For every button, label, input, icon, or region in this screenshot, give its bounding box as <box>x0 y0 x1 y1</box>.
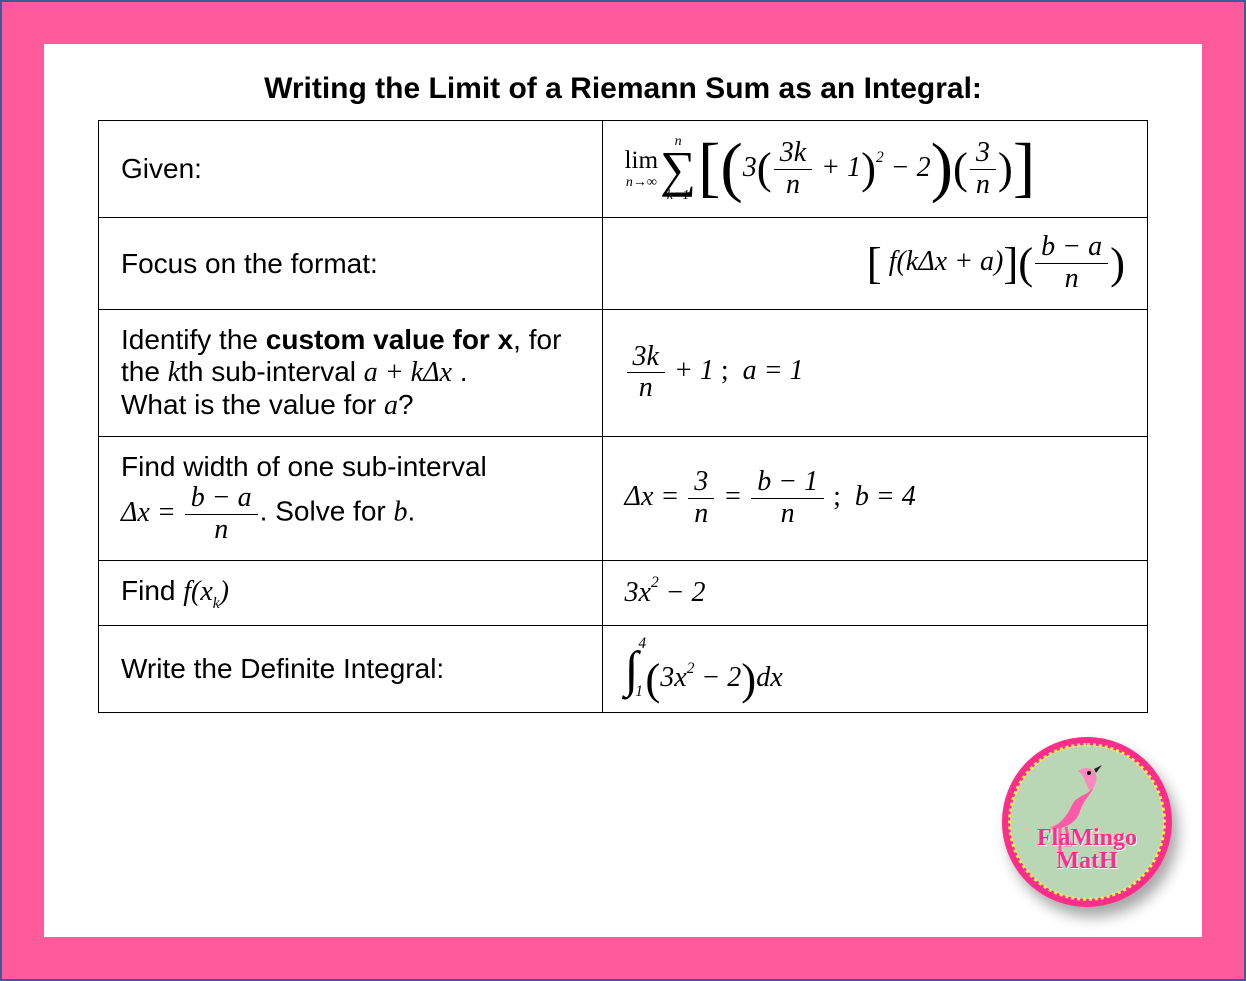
table-row: Given:limn→∞n∑k=1[(3(3kn + 1)2 − 2)(3n)] <box>99 121 1148 218</box>
logo-line2: MatH <box>1056 848 1117 874</box>
steps-table: Given:limn→∞n∑k=1[(3(3kn + 1)2 − 2)(3n)]… <box>98 120 1148 713</box>
step-math: 3x2 − 2 <box>602 560 1147 626</box>
step-label: Write the Definite Integral: <box>99 626 603 713</box>
logo-text: FlaMingo MatH <box>1002 827 1172 873</box>
step-label: Given: <box>99 121 603 218</box>
flamingo-math-logo: FlaMingo MatH <box>1002 737 1172 907</box>
step-math: Δx = 3n = b − 1n ; b = 4 <box>602 436 1147 560</box>
table-row: Focus on the format:[ f(kΔx + a)](b − an… <box>99 218 1148 310</box>
step-label: Identify the custom value for x, for the… <box>99 309 603 436</box>
page-title: Writing the Limit of a Riemann Sum as an… <box>98 72 1148 106</box>
step-math: limn→∞n∑k=1[(3(3kn + 1)2 − 2)(3n)] <box>602 121 1147 218</box>
step-label: Find f(xk) <box>99 560 603 626</box>
table-row: Find width of one sub-intervalΔx = b − a… <box>99 436 1148 560</box>
table-row: Write the Definite Integral:∫41 (3x2 − 2… <box>99 626 1148 713</box>
step-label: Find width of one sub-intervalΔx = b − a… <box>99 436 603 560</box>
pink-frame: Writing the Limit of a Riemann Sum as an… <box>0 0 1246 981</box>
step-label: Focus on the format: <box>99 218 603 310</box>
step-math: 3kn + 1 ; a = 1 <box>602 309 1147 436</box>
table-row: Identify the custom value for x, for the… <box>99 309 1148 436</box>
step-math: [ f(kΔx + a)](b − an) <box>602 218 1147 310</box>
content-panel: Writing the Limit of a Riemann Sum as an… <box>44 44 1202 937</box>
steps-tbody: Given:limn→∞n∑k=1[(3(3kn + 1)2 − 2)(3n)]… <box>99 121 1148 713</box>
step-math: ∫41 (3x2 − 2)dx <box>602 626 1147 713</box>
table-row: Find f(xk)3x2 − 2 <box>99 560 1148 626</box>
